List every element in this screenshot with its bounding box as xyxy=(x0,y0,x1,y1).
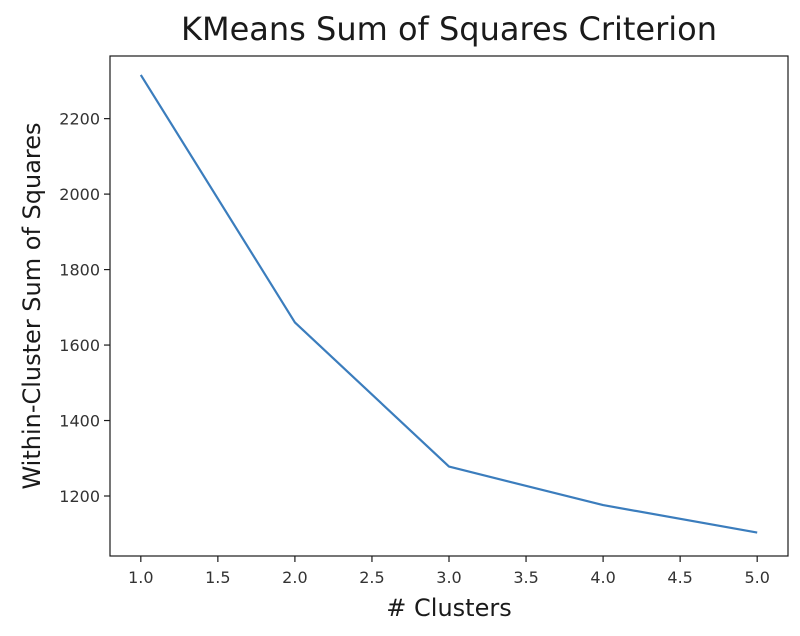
x-tick-label: 4.5 xyxy=(667,568,692,587)
y-tick-label: 2000 xyxy=(59,185,100,204)
x-axis-label: # Clusters xyxy=(386,594,511,622)
x-tick-label: 1.5 xyxy=(205,568,230,587)
series-group xyxy=(139,74,758,534)
x-tick-label: 2.0 xyxy=(282,568,307,587)
y-axis: 1200 1400 1600 1800 2000 2200 xyxy=(59,110,110,506)
x-axis: 1.0 1.5 2.0 2.5 3.0 3.5 4.0 4.5 5.0 xyxy=(128,556,770,587)
y-tick-label: 1600 xyxy=(59,336,100,355)
y-tick-label: 1800 xyxy=(59,261,100,280)
x-tick-label: 1.0 xyxy=(128,568,153,587)
y-tick-label: 1200 xyxy=(59,487,100,506)
y-tick-label: 1400 xyxy=(59,412,100,431)
plot-frame xyxy=(109,55,789,557)
x-tick-label: 3.5 xyxy=(513,568,538,587)
y-axis-label: Within-Cluster Sum of Squares xyxy=(18,122,46,489)
x-tick-label: 3.0 xyxy=(436,568,461,587)
series-line-0 xyxy=(139,74,758,534)
x-tick-label: 4.0 xyxy=(590,568,615,587)
x-tick-label: 5.0 xyxy=(744,568,769,587)
x-tick-label: 2.5 xyxy=(359,568,384,587)
chart-title: KMeans Sum of Squares Criterion xyxy=(181,10,717,48)
y-tick-label: 2200 xyxy=(59,110,100,129)
